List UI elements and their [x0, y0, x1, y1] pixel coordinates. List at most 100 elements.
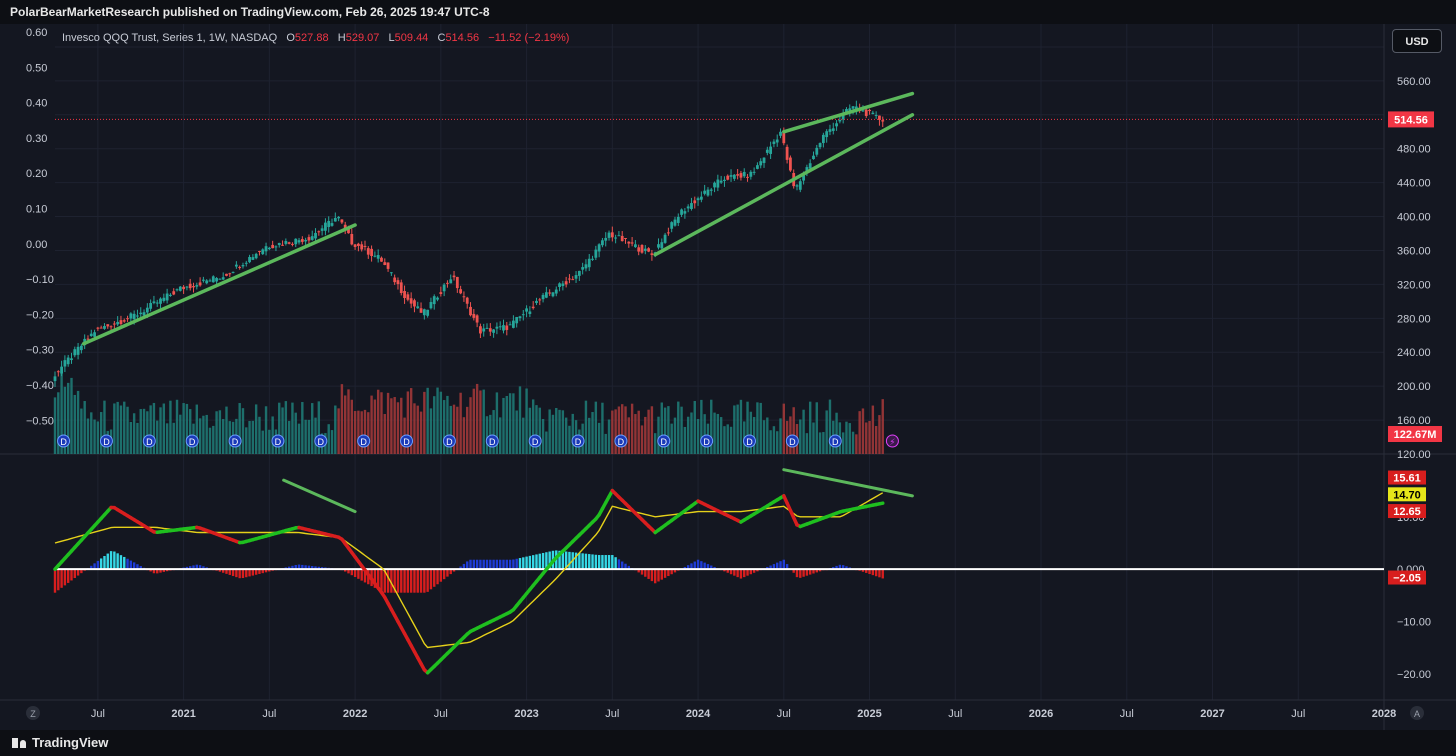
candle-body: [274, 246, 278, 248]
volume-bar: [871, 405, 875, 454]
candle-body: [723, 179, 726, 182]
candle-body: [874, 114, 878, 116]
candle-body: [482, 328, 486, 332]
candle-body: [416, 306, 420, 309]
chart-svg[interactable]: D D D D D D D D D D D D D D D D D D D ⚡ 0.60 0.50 0.40 0.30 0.20…: [0, 24, 1456, 730]
candle-body: [670, 222, 674, 229]
candle-body: [122, 320, 126, 322]
volume-bar: [205, 414, 208, 454]
dividend-marker-icon: [571, 434, 585, 448]
volume-bar: [614, 409, 617, 454]
macd-histogram-bar: [70, 569, 73, 581]
candle-body: [136, 315, 139, 317]
candle-body: [521, 314, 525, 316]
published-line: PolarBearMarketResearch published on Tra…: [0, 0, 1456, 24]
volume-bar: [485, 416, 489, 454]
macd-histogram-bar: [433, 569, 436, 587]
candle-body: [597, 244, 601, 252]
dividend-marker-icon: [57, 434, 71, 448]
candle-body: [518, 316, 522, 319]
volume-bar: [815, 402, 818, 454]
macd-histogram-bar: [248, 569, 251, 577]
macd-histogram-bar: [502, 559, 505, 570]
volume-bar: [729, 426, 733, 454]
candle-body: [690, 203, 693, 209]
candle-body: [162, 297, 166, 301]
volume-bar: [83, 401, 86, 454]
candle-body: [73, 349, 77, 356]
footer-bar: TradingView: [0, 730, 1456, 756]
time-axis-tick: Jul: [262, 708, 276, 720]
candle-body: [693, 200, 697, 204]
macd-histogram-bar: [617, 559, 621, 570]
candle-body: [258, 250, 261, 252]
candle-body: [818, 143, 822, 148]
dividend-marker-icon: D: [832, 437, 839, 447]
volume-bar: [736, 404, 739, 454]
macd-histogram-bar: [429, 569, 433, 590]
candle-body: [551, 292, 555, 297]
volume-bar: [156, 420, 159, 454]
candle-body: [297, 240, 301, 243]
tradingview-logo[interactable]: TradingView: [12, 730, 108, 756]
candle-body: [591, 258, 594, 260]
candle-body: [620, 235, 624, 242]
candle-body: [218, 278, 222, 280]
candle-body: [159, 298, 162, 304]
volume-bar: [818, 432, 822, 454]
macd-histogram-bar: [218, 569, 222, 572]
macd-histogram-bar: [294, 564, 297, 570]
candle-body: [231, 271, 235, 273]
candle-body: [749, 171, 753, 177]
volume-bar: [475, 383, 479, 454]
volume-bar: [179, 414, 182, 454]
macd-histogram-bar: [696, 559, 700, 570]
candle-body: [139, 312, 143, 315]
right-axis-tick: 560.00: [1397, 76, 1431, 88]
dividend-marker-icon: D: [532, 437, 539, 447]
macd-histogram-bar: [548, 551, 551, 570]
candle-body: [324, 222, 327, 231]
macd-histogram-bar: [528, 555, 532, 570]
chart-area[interactable]: D D D D D D D D D D D D D D D D D D D ⚡ 0.60 0.50 0.40 0.30 0.20…: [0, 24, 1456, 730]
volume-bar: [851, 431, 855, 454]
left-axis-tick: −0.20: [26, 309, 54, 321]
candle-body: [568, 278, 571, 280]
volume-bar: [495, 392, 499, 454]
volume-bar: [825, 410, 828, 454]
volume-bar: [380, 392, 383, 454]
volume-bar: [733, 405, 736, 454]
volume-bar: [103, 400, 106, 454]
volume-bar: [426, 387, 429, 454]
volume-bar: [466, 406, 469, 454]
left-axis-tick: 0.50: [26, 62, 47, 74]
candle-body: [657, 244, 660, 248]
candle-body: [86, 338, 90, 340]
dividend-marker-icon: D: [318, 437, 325, 447]
volume-bar: [538, 407, 541, 454]
candle-body: [152, 301, 156, 303]
macd-histogram-bar: [660, 569, 663, 580]
candle-body: [406, 294, 410, 300]
divergence-line: [782, 468, 914, 498]
candle-body: [106, 324, 110, 327]
dividend-marker-icon: [442, 434, 456, 448]
volume-bar: [63, 386, 67, 454]
volume-bar: [433, 396, 436, 454]
volume-bar: [591, 412, 594, 454]
candle-body: [706, 189, 710, 196]
volume-bar: [848, 423, 851, 454]
volume-label-bg: [1388, 426, 1442, 442]
macd-value-label-bg: [1388, 570, 1426, 585]
candle-body: [215, 278, 218, 282]
macd-histogram-bar: [482, 559, 485, 570]
candle-body: [541, 294, 545, 300]
candle-body: [696, 198, 700, 201]
candle-body: [729, 175, 733, 177]
time-axis-tick: 2022: [343, 708, 367, 720]
candle-body: [650, 253, 654, 256]
macd-histogram-bar: [505, 559, 508, 570]
left-axis-tick: −0.40: [26, 380, 54, 392]
currency-button[interactable]: USD: [1392, 29, 1442, 53]
macd-histogram-bar: [202, 566, 205, 570]
